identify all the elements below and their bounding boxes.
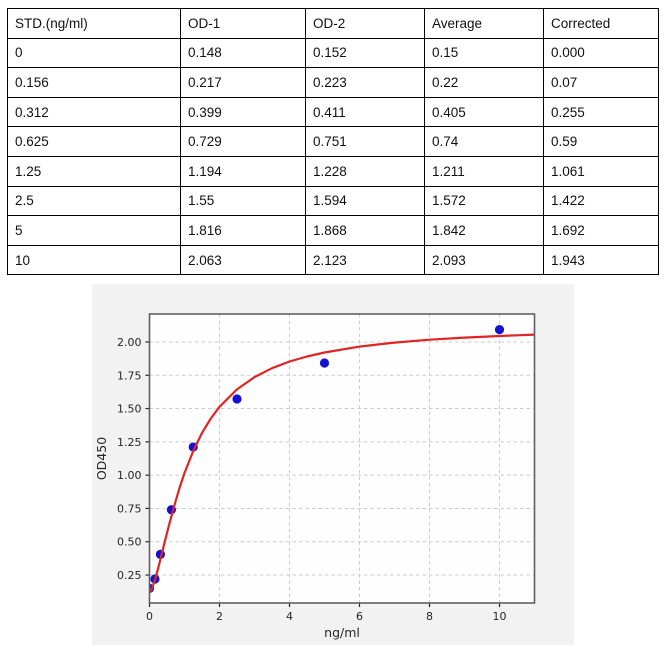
- table-cell: 2.123: [305, 244, 425, 276]
- table-cell: 1.55: [180, 185, 306, 217]
- table-cell: 0.74: [424, 126, 544, 157]
- table-cell: 0.152: [305, 37, 425, 69]
- table-row: 0.625 0.729 0.751 0.74 0.59: [7, 126, 659, 157]
- x-tick-label: 4: [286, 610, 293, 623]
- data-point: [319, 358, 330, 368]
- plot-frame: [148, 313, 536, 604]
- y-axis-label: OD450: [94, 437, 109, 480]
- fit-curve: [149, 333, 535, 594]
- table-cell: 1.228: [305, 155, 425, 187]
- table-cell: 1.816: [180, 215, 306, 246]
- x-tick-label: 10: [493, 610, 507, 623]
- x-axis-label: ng/ml: [324, 625, 360, 640]
- table-cell: 0.625: [7, 126, 181, 157]
- table-cell: 0.751: [305, 126, 425, 157]
- table-cell: 1.061: [543, 155, 659, 187]
- table-header-row: STD.(ng/ml) OD-1 OD-2 Average Corrected: [7, 8, 659, 39]
- table-cell: 0: [7, 37, 181, 69]
- y-tick-label: 0.25: [117, 569, 142, 582]
- table-cell: 0.000: [543, 37, 659, 69]
- table-cell: 2.093: [424, 244, 544, 276]
- x-tick-label: 0: [146, 610, 153, 623]
- x-tick-label: 2: [216, 610, 223, 623]
- standards-table: STD.(ng/ml) OD-1 OD-2 Average Corrected 0 0.1…: [7, 8, 659, 276]
- table-cell: 2.063: [180, 244, 306, 276]
- table-cell: 10: [7, 244, 181, 276]
- table-cell: 0.255: [543, 96, 659, 128]
- data-point: [494, 324, 505, 335]
- plot-background: [149, 314, 535, 603]
- y-tick-label: 1.25: [117, 436, 142, 449]
- table-cell: 0.399: [180, 96, 306, 128]
- data-layer: [149, 324, 535, 594]
- y-tick-label: 1.00: [117, 469, 142, 482]
- table-cell: 0.59: [543, 126, 659, 157]
- data-point: [232, 394, 242, 404]
- table-cell: 0.15: [424, 37, 544, 69]
- table-row: 10 2.063 2.123 2.093 1.943: [7, 244, 659, 276]
- table-cell: 0.07: [543, 67, 659, 98]
- table-cell: 0.729: [180, 126, 306, 157]
- table-row: 0 0.148 0.152 0.15 0.000: [7, 37, 659, 69]
- table-cell: 0.22: [424, 67, 544, 98]
- table-cell: 5: [7, 215, 181, 246]
- table-row: 2.5 1.55 1.594 1.572 1.422: [7, 185, 659, 217]
- x-tick-label: 6: [356, 610, 363, 623]
- header-cell: Average: [424, 8, 544, 39]
- header-cell: Corrected: [543, 8, 659, 39]
- table-cell: 1.943: [543, 244, 659, 276]
- standard-curve-chart: 0 2 4 6 8 10 0.25 0.50 0.75 1.00 1.25 1.50 1.75 2.00 O…: [92, 284, 574, 645]
- table-cell: 0.148: [180, 37, 306, 69]
- x-tick-label: 8: [426, 610, 433, 623]
- table-cell: 1.594: [305, 185, 425, 217]
- header-cell: STD.(ng/ml): [7, 8, 181, 39]
- table-cell: 0.411: [305, 96, 425, 128]
- table-row: 0.312 0.399 0.411 0.405 0.255: [7, 96, 659, 128]
- table-cell: 0.156: [7, 67, 181, 98]
- table-row: 1.25 1.194 1.228 1.211 1.061: [7, 155, 659, 187]
- header-cell: OD-1: [180, 8, 306, 39]
- table-cell: 1.422: [543, 185, 659, 217]
- y-tick-label: 1.50: [117, 403, 142, 416]
- table-cell: 1.25: [7, 155, 181, 187]
- table-cell: 1.572: [424, 185, 544, 217]
- table-cell: 2.5: [7, 185, 181, 217]
- table-cell: 1.692: [543, 215, 659, 246]
- table-cell: 1.194: [180, 155, 306, 187]
- y-tick-label: 1.75: [117, 369, 142, 382]
- table-cell: 0.312: [7, 96, 181, 128]
- y-tick-label: 0.75: [117, 502, 142, 515]
- table-cell: 0.405: [424, 96, 544, 128]
- table-cell: 0.223: [305, 67, 425, 98]
- table-cell: 1.868: [305, 215, 425, 246]
- table-row: 5 1.816 1.868 1.842 1.692: [7, 215, 659, 246]
- table-row: 0.156 0.217 0.223 0.22 0.07: [7, 67, 659, 98]
- y-tick-label: 0.50: [117, 536, 142, 549]
- table-cell: 0.217: [180, 67, 306, 98]
- table-cell: 1.211: [424, 155, 544, 187]
- table-cell: 1.842: [424, 215, 544, 246]
- y-tick-label: 2.00: [117, 336, 142, 349]
- header-cell: OD-2: [305, 8, 425, 39]
- standard-curve-figure: 0 2 4 6 8 10 0.25 0.50 0.75 1.00 1.25 1.50 1.75 2.00 O…: [92, 284, 574, 645]
